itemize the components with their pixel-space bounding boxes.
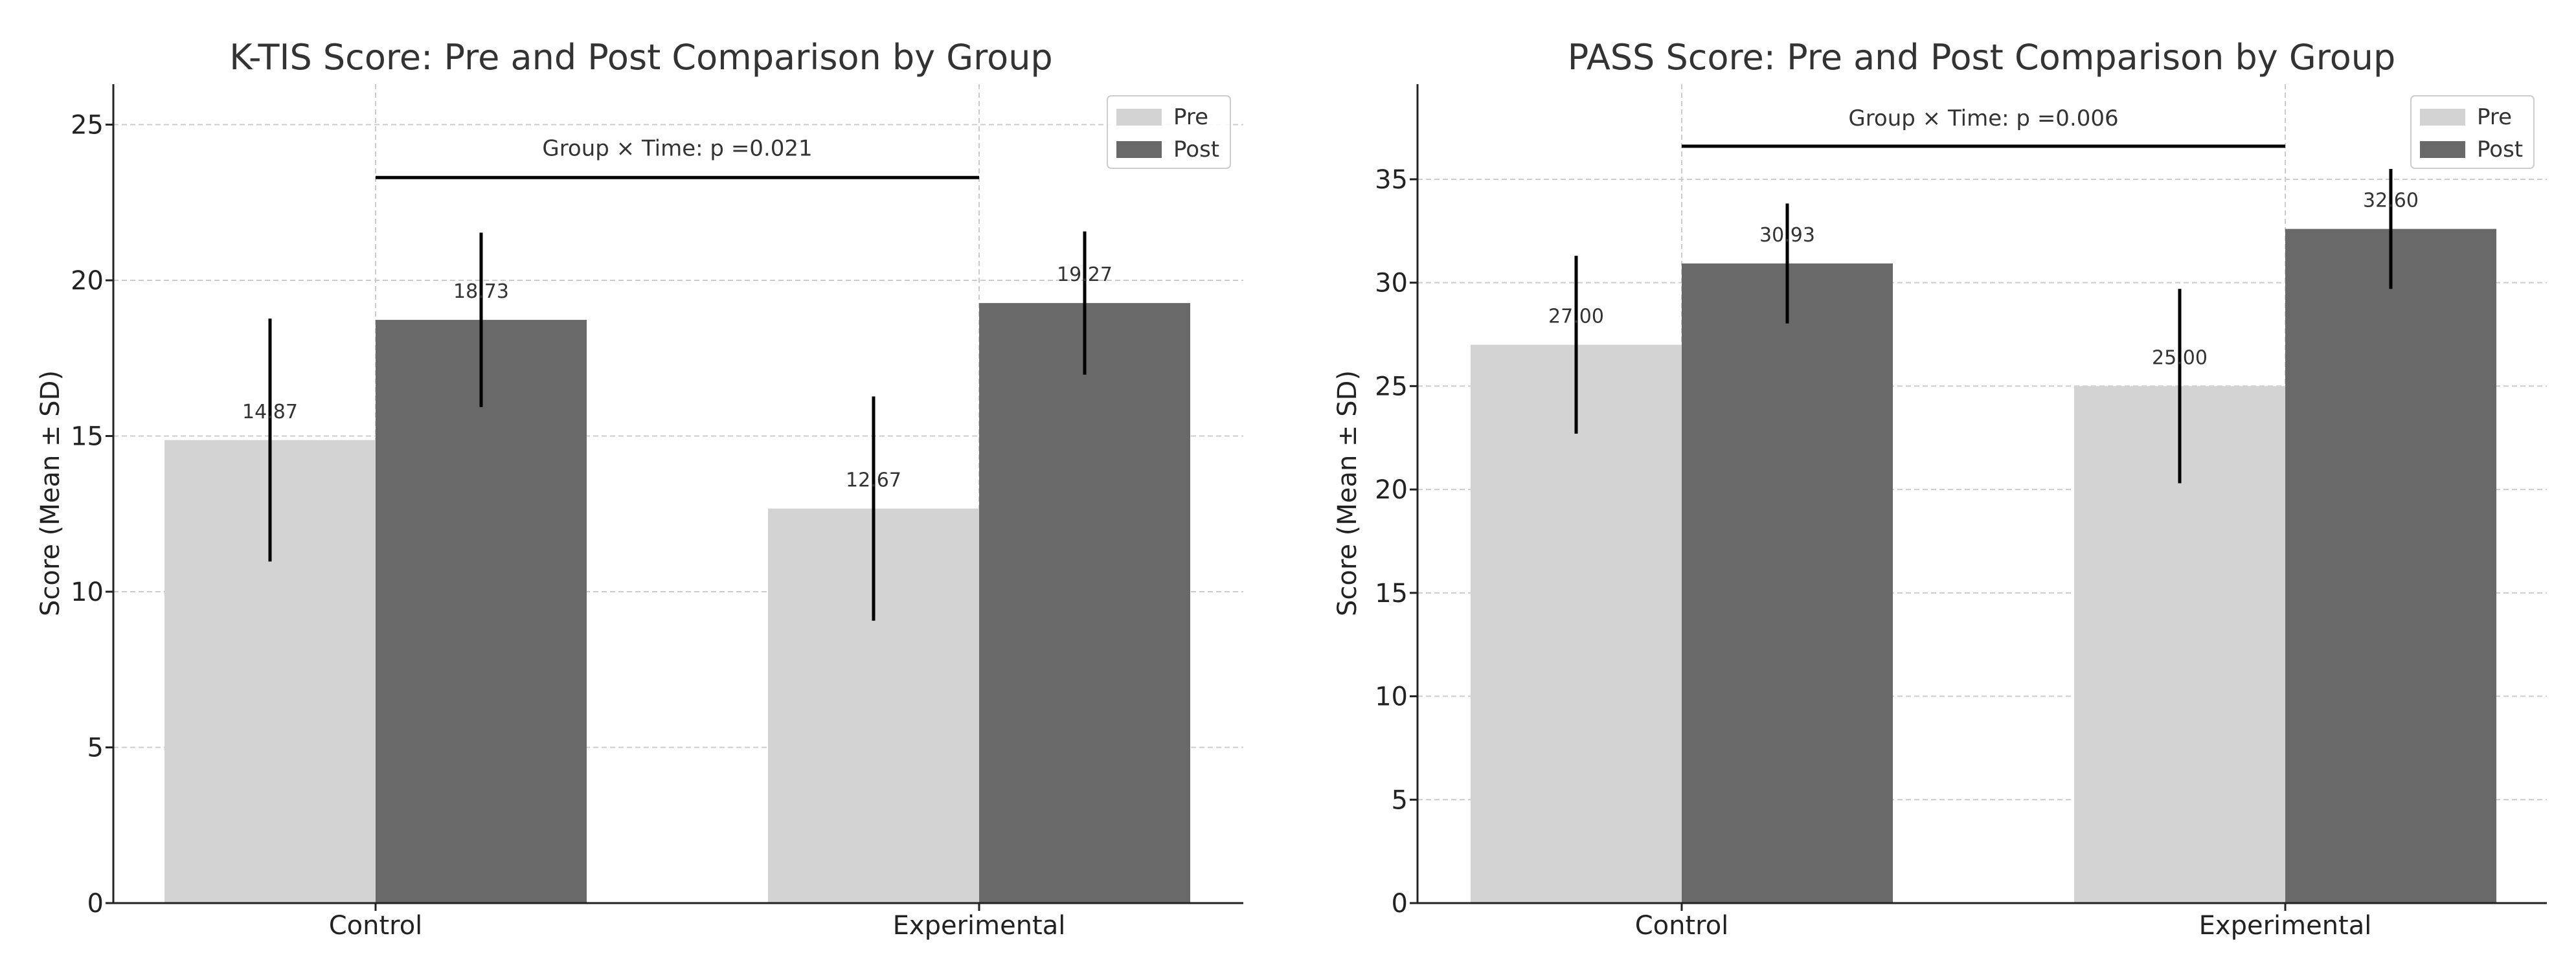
bar-value-label: 27.00 xyxy=(1548,306,1604,328)
y-tick-label: 5 xyxy=(1392,785,1408,815)
ktis-chart: K-TIS Score: Pre and Post Comparison by … xyxy=(36,37,1243,941)
significance-label: Group × Time: p =0.006 xyxy=(1848,106,2118,131)
y-tick-label: 30 xyxy=(1375,269,1408,298)
bar-value-label: 25.00 xyxy=(2152,346,2208,369)
x-category-label: Control xyxy=(329,911,423,941)
x-category-label: Control xyxy=(1635,911,1729,941)
legend-label: Post xyxy=(2477,137,2523,162)
y-tick-label: 20 xyxy=(71,266,104,296)
significance-label: Group × Time: p =0.021 xyxy=(542,136,812,162)
bar-value-label: 30.93 xyxy=(1759,224,1815,247)
y-tick-label: 35 xyxy=(1375,165,1408,195)
y-tick-label: 15 xyxy=(1375,579,1408,609)
chart-title: PASS Score: Pre and Post Comparison by G… xyxy=(1568,37,2396,78)
bar-post-experimental xyxy=(979,303,1190,903)
bar-value-label: 12.67 xyxy=(846,469,901,492)
bar-post-control xyxy=(1682,263,1893,903)
legend-label: Pre xyxy=(1173,104,1208,130)
legend-swatch-post xyxy=(1116,141,1162,158)
x-category-label: Experimental xyxy=(893,911,1066,941)
y-tick-label: 10 xyxy=(1375,682,1408,712)
y-tick-label: 5 xyxy=(87,733,104,763)
legend-label: Pre xyxy=(2477,104,2512,130)
pass-chart-panel: PASS Score: Pre and Post Comparison by G… xyxy=(1288,0,2576,962)
y-tick-label: 25 xyxy=(71,111,104,140)
y-axis-label: Score (Mean ± SD) xyxy=(36,370,65,616)
x-category-label: Experimental xyxy=(2199,911,2372,941)
pass-chart: PASS Score: Pre and Post Comparison by G… xyxy=(1333,37,2547,941)
bar-pre-control xyxy=(1471,344,1682,903)
bar-value-label: 19.27 xyxy=(1057,263,1113,286)
chart-title: K-TIS Score: Pre and Post Comparison by … xyxy=(229,37,1052,78)
y-tick-label: 25 xyxy=(1375,372,1408,401)
bar-value-label: 14.87 xyxy=(242,401,298,423)
bar-post-control xyxy=(376,320,587,903)
y-tick-label: 0 xyxy=(87,889,104,919)
y-tick-label: 15 xyxy=(71,422,104,452)
y-tick-label: 20 xyxy=(1375,475,1408,505)
bar-value-label: 32.60 xyxy=(2363,190,2419,212)
y-axis-label: Score (Mean ± SD) xyxy=(1333,370,1362,616)
bar-post-experimental xyxy=(2285,229,2496,904)
y-tick-label: 10 xyxy=(71,577,104,607)
ktis-chart-panel: K-TIS Score: Pre and Post Comparison by … xyxy=(36,37,1243,941)
bar-value-label: 18.73 xyxy=(453,280,509,303)
y-tick-label: 0 xyxy=(1392,889,1408,919)
legend-swatch-post xyxy=(2420,141,2465,158)
legend-swatch-pre xyxy=(2420,109,2465,126)
legend-swatch-pre xyxy=(1116,109,1162,126)
legend-label: Post xyxy=(1173,137,1219,162)
